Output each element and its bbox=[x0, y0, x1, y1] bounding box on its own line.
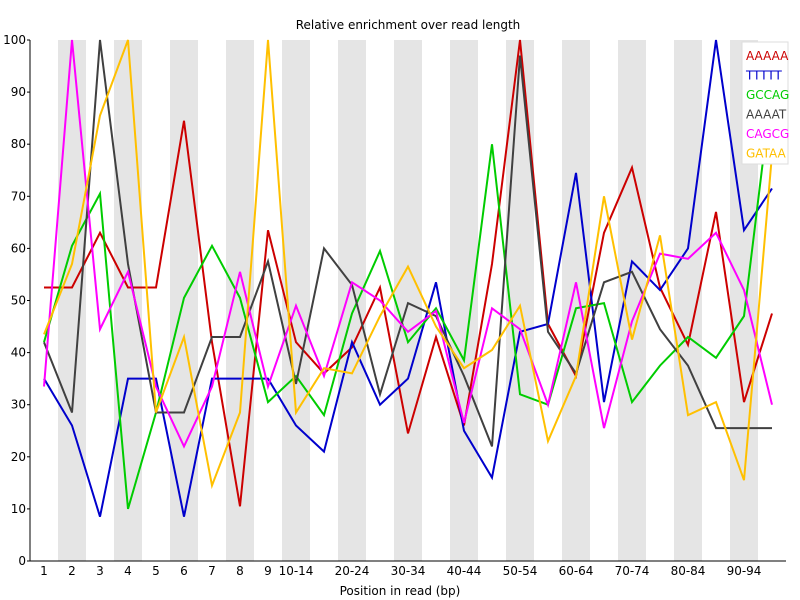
series-line-ttttt bbox=[43, 39, 773, 517]
x-tick-label: 70-74 bbox=[615, 564, 650, 578]
x-tick-label: 40-44 bbox=[447, 564, 482, 578]
legend-entry: TTTTT bbox=[745, 69, 782, 83]
legend: AAAAA TTTTT GCCAG AAAAT CAGCG GATAA bbox=[741, 41, 789, 165]
x-tick-label: 60-64 bbox=[559, 564, 594, 578]
series-line-gataa bbox=[43, 39, 773, 490]
x-tick-label: 80-84 bbox=[671, 564, 706, 578]
x-axis-ticks: 1 2 3 4 5 6 7 8 9 10-14 20-24 30-34 40-44 50-54 60-64 7… bbox=[40, 564, 761, 578]
y-tick-label: 30 bbox=[11, 398, 26, 412]
x-tick-label: 10-14 bbox=[279, 564, 314, 578]
series-line-aaaat bbox=[43, 39, 772, 447]
grid-band bbox=[58, 40, 86, 561]
grid-bands bbox=[58, 40, 758, 561]
y-tick-label: 40 bbox=[11, 346, 26, 360]
legend-entry: GATAA bbox=[746, 147, 787, 161]
grid-band bbox=[394, 40, 422, 561]
chart-title: Relative enrichment over read length bbox=[296, 18, 521, 32]
grid-band bbox=[450, 40, 478, 561]
y-tick-label: 90 bbox=[11, 85, 26, 99]
x-tick-label: 90-94 bbox=[727, 564, 762, 578]
x-axis-title: Position in read (bp) bbox=[340, 584, 461, 598]
legend-box bbox=[741, 41, 789, 165]
legend-entry: AAAAA bbox=[746, 49, 789, 63]
series-lines bbox=[43, 39, 773, 517]
y-tick-label: 50 bbox=[11, 294, 26, 308]
grid-band bbox=[562, 40, 590, 561]
x-tick-label: 20-24 bbox=[335, 564, 370, 578]
x-tick-label: 3 bbox=[96, 564, 104, 578]
grid-band bbox=[338, 40, 366, 561]
legend-entry: CAGCG bbox=[746, 127, 789, 141]
legend-entry: AAAAT bbox=[746, 108, 787, 122]
x-tick-label: 6 bbox=[180, 564, 188, 578]
x-tick-label: 7 bbox=[208, 564, 216, 578]
y-axis-ticks: 0 10 20 30 40 50 60 70 80 90 100 bbox=[3, 33, 30, 568]
x-tick-label: 9 bbox=[264, 564, 272, 578]
x-tick-label: 1 bbox=[40, 564, 48, 578]
series-line-aaaaa bbox=[44, 39, 773, 507]
x-tick-label: 2 bbox=[68, 564, 76, 578]
legend-entry: GCCAG bbox=[746, 88, 789, 102]
y-tick-label: 10 bbox=[11, 502, 26, 516]
x-tick-label: 5 bbox=[152, 564, 160, 578]
series-line-gccag bbox=[43, 86, 773, 510]
y-tick-label: 80 bbox=[11, 137, 26, 151]
y-tick-label: 100 bbox=[3, 33, 26, 47]
x-tick-label: 50-54 bbox=[503, 564, 538, 578]
series-line-cagcg bbox=[43, 39, 773, 449]
x-tick-label: 4 bbox=[124, 564, 132, 578]
x-tick-label: 8 bbox=[236, 564, 244, 578]
y-tick-label: 70 bbox=[11, 189, 26, 203]
y-tick-label: 20 bbox=[11, 450, 26, 464]
y-tick-label: 60 bbox=[11, 241, 26, 255]
grid-band bbox=[114, 40, 142, 561]
x-tick-label: 30-34 bbox=[391, 564, 426, 578]
y-tick-label: 0 bbox=[18, 554, 26, 568]
